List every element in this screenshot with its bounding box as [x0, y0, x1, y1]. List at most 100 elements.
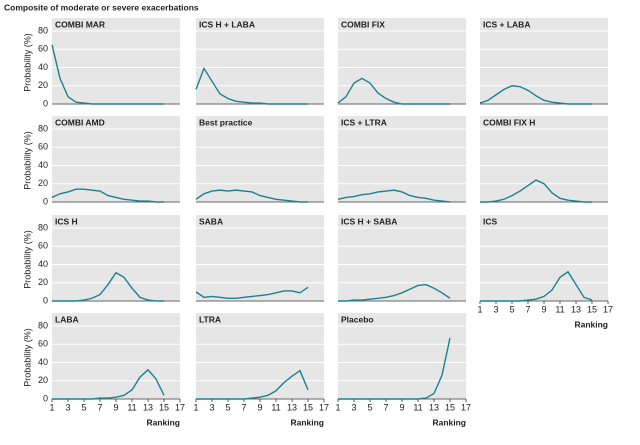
panel-background: [196, 116, 324, 202]
series-line: [480, 179, 592, 203]
y-tick-label: 20: [38, 80, 48, 90]
series-line: [480, 270, 593, 302]
panel-background: [338, 116, 466, 202]
x-tick-label: 5: [509, 304, 514, 314]
x-tick-label: 9: [399, 402, 404, 412]
x-tick-label: 15: [445, 402, 455, 412]
series-line: [338, 337, 451, 400]
panel-title: ICS H + SABA: [341, 216, 397, 226]
series-line: [337, 189, 451, 203]
x-tick-label: 15: [303, 402, 313, 412]
x-tick-label: 15: [159, 402, 169, 412]
x-tick-label: 3: [65, 402, 70, 412]
x-tick-label: 9: [257, 402, 262, 412]
x-tick-label: 17: [603, 304, 613, 314]
x-tick-label: 3: [209, 402, 214, 412]
x-tick-label: 1: [193, 402, 198, 412]
x-tick-label: 17: [175, 402, 185, 412]
x-axis-label: Ranking: [146, 417, 180, 427]
panel-background: [480, 215, 608, 301]
series-line: [195, 286, 309, 299]
y-tick-label: 20: [38, 375, 48, 385]
y-tick-label: 0: [43, 393, 48, 403]
series-line: [52, 368, 165, 400]
x-axis-label: Ranking: [432, 417, 466, 427]
x-tick-label: 11: [271, 402, 280, 412]
panel-background: [480, 18, 608, 104]
y-tick-label: 40: [38, 62, 48, 72]
x-tick-label: 9: [113, 402, 118, 412]
y-tick-label: 60: [38, 339, 48, 349]
x-tick-label: 5: [81, 402, 86, 412]
panel-title: Placebo: [341, 314, 374, 324]
x-tick-label: 3: [351, 402, 356, 412]
panel-background: [52, 18, 180, 104]
y-tick-label: 60: [38, 241, 48, 251]
panel-title: ICS + LABA: [483, 19, 530, 29]
panel-background: [480, 116, 608, 202]
panel-title: ICS H + LABA: [199, 19, 255, 29]
x-tick-label: 13: [287, 402, 297, 412]
figure-title: Composite of moderate or severe exacerba…: [4, 2, 199, 12]
x-tick-label: 13: [429, 402, 439, 412]
y-tick-label: 40: [38, 259, 48, 269]
x-tick-label: 17: [319, 402, 329, 412]
y-axis-label: Probability (%): [22, 230, 32, 289]
panel-title: SABA: [199, 216, 223, 226]
y-tick-label: 80: [38, 123, 48, 133]
y-axis-label: Probability (%): [22, 131, 32, 190]
x-axis-label: Ranking: [574, 319, 608, 329]
x-tick-label: 7: [525, 304, 530, 314]
x-tick-label: 13: [143, 402, 153, 412]
y-axis-label: Probability (%): [22, 328, 32, 387]
series-line: [51, 188, 164, 203]
y-tick-label: 40: [38, 357, 48, 367]
panel-background: [196, 313, 324, 399]
y-tick-label: 80: [38, 320, 48, 330]
x-tick-label: 11: [127, 402, 136, 412]
series-line: [195, 189, 308, 203]
panel-title: LTRA: [199, 314, 221, 324]
y-tick-label: 60: [38, 44, 48, 54]
panel-title: COMBI FIX H: [483, 117, 535, 127]
x-tick-label: 7: [97, 402, 102, 412]
y-tick-label: 60: [38, 142, 48, 152]
x-tick-label: 5: [225, 402, 230, 412]
panel-background: [338, 215, 466, 301]
panel-background: [52, 116, 180, 202]
series-line: [51, 44, 164, 105]
panel-title: COMBI AMD: [55, 117, 105, 127]
series-line: [195, 66, 308, 105]
panel-background: [196, 215, 324, 301]
y-axis-label: Probability (%): [22, 33, 32, 92]
y-tick-label: 40: [38, 160, 48, 170]
panel-title: ICS: [483, 216, 498, 226]
panel-title: ICS H: [55, 216, 78, 226]
x-tick-label: 1: [49, 402, 54, 412]
x-tick-label: 11: [555, 304, 564, 314]
x-axis-label: Ranking: [290, 417, 324, 427]
x-tick-label: 5: [367, 402, 372, 412]
x-tick-label: 11: [413, 402, 422, 412]
panel-background: [338, 313, 466, 399]
x-tick-label: 3: [493, 304, 498, 314]
x-tick-label: 1: [335, 402, 340, 412]
series-line: [337, 77, 450, 105]
panel-background: [338, 18, 466, 104]
x-tick-label: 7: [241, 402, 246, 412]
y-tick-label: 80: [38, 25, 48, 35]
panel-title: LABA: [55, 314, 79, 324]
panel-title: COMBI MAR: [55, 19, 105, 29]
y-tick-label: 20: [38, 178, 48, 188]
panel-background: [52, 215, 180, 301]
x-tick-label: 15: [587, 304, 597, 314]
y-tick-label: 0: [43, 98, 48, 108]
x-tick-label: 9: [541, 304, 546, 314]
x-tick-label: 17: [461, 402, 471, 412]
y-tick-label: 20: [38, 277, 48, 287]
y-tick-label: 0: [43, 196, 48, 206]
x-tick-label: 7: [383, 402, 388, 412]
series-line: [479, 85, 592, 105]
x-tick-label: 13: [571, 304, 581, 314]
